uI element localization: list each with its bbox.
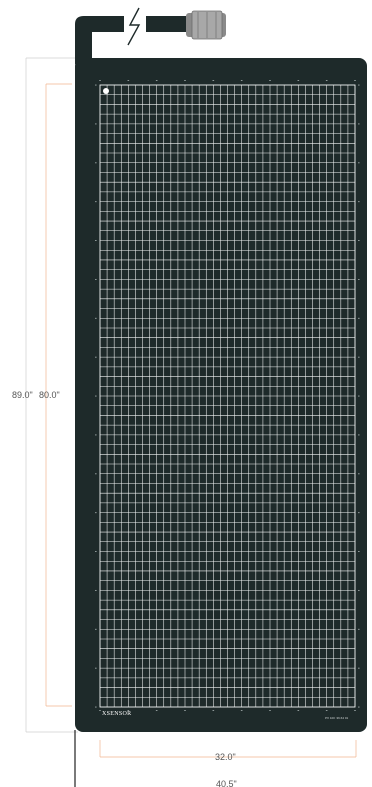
corner-marker-icon bbox=[103, 88, 109, 94]
left-tick bbox=[95, 278, 97, 280]
left-tick bbox=[95, 434, 97, 436]
left-tick bbox=[95, 123, 97, 125]
left-tick bbox=[95, 201, 97, 203]
right-tick bbox=[358, 123, 360, 125]
outer-height-label: 89.0" bbox=[12, 390, 33, 400]
right-tick bbox=[358, 240, 360, 241]
cable-loop bbox=[75, 16, 192, 64]
grid-tick-marks bbox=[95, 80, 360, 711]
bottom-tick bbox=[354, 710, 356, 711]
bottom-tick bbox=[184, 710, 186, 711]
left-tick bbox=[95, 317, 97, 319]
sensing-height-label: 80.0" bbox=[39, 390, 60, 400]
right-tick bbox=[358, 278, 360, 280]
bottom-tick bbox=[325, 710, 328, 711]
cable-connector-icon bbox=[186, 10, 226, 40]
left-tick bbox=[95, 512, 97, 514]
extension-lines bbox=[25, 57, 78, 733]
bottom-tick bbox=[155, 710, 158, 711]
left-tick bbox=[95, 589, 97, 591]
lightning-bolt-icon bbox=[124, 7, 146, 46]
top-tick bbox=[269, 80, 271, 81]
right-tick bbox=[358, 589, 360, 591]
right-tick bbox=[358, 356, 360, 358]
right-tick bbox=[358, 84, 360, 86]
left-tick bbox=[95, 162, 97, 164]
right-tick bbox=[358, 667, 360, 669]
top-tick bbox=[240, 80, 243, 81]
left-tick bbox=[95, 240, 97, 241]
top-tick bbox=[155, 80, 158, 81]
left-tick bbox=[95, 706, 97, 708]
top-tick bbox=[99, 80, 101, 81]
sensing-width-label: 32.0" bbox=[215, 752, 236, 762]
bottom-tick bbox=[297, 710, 300, 711]
top-tick bbox=[354, 80, 356, 81]
right-tick bbox=[358, 162, 360, 164]
top-tick bbox=[297, 80, 300, 81]
part-number: PX 100 :36.64 01 bbox=[325, 716, 349, 720]
bottom-tick bbox=[212, 710, 215, 711]
right-tick bbox=[358, 201, 360, 203]
right-tick bbox=[358, 706, 360, 708]
top-tick bbox=[212, 80, 215, 81]
dimension-lines bbox=[45, 83, 357, 758]
left-tick bbox=[95, 551, 97, 552]
left-tick bbox=[95, 395, 97, 397]
outer-width-label: 40.5" bbox=[216, 779, 237, 787]
left-tick bbox=[95, 473, 97, 475]
top-tick bbox=[325, 80, 328, 81]
right-tick bbox=[358, 628, 360, 630]
top-tick bbox=[184, 80, 186, 81]
right-tick bbox=[358, 434, 360, 436]
left-tick bbox=[95, 356, 97, 358]
right-tick bbox=[358, 395, 360, 397]
bottom-tick bbox=[240, 710, 243, 711]
bottom-tick bbox=[127, 710, 130, 711]
bottom-tick bbox=[269, 710, 271, 711]
brand-logo: XSENSOR bbox=[102, 711, 132, 717]
right-tick bbox=[358, 551, 360, 552]
top-tick bbox=[127, 80, 130, 81]
right-tick bbox=[358, 512, 360, 514]
bottom-tick bbox=[99, 710, 101, 711]
grid-lines bbox=[100, 85, 355, 707]
left-tick bbox=[95, 667, 97, 669]
left-tick bbox=[95, 84, 97, 86]
left-tick bbox=[95, 628, 97, 630]
sensor-grid bbox=[99, 84, 356, 708]
right-tick bbox=[358, 317, 360, 319]
right-tick bbox=[358, 473, 360, 475]
